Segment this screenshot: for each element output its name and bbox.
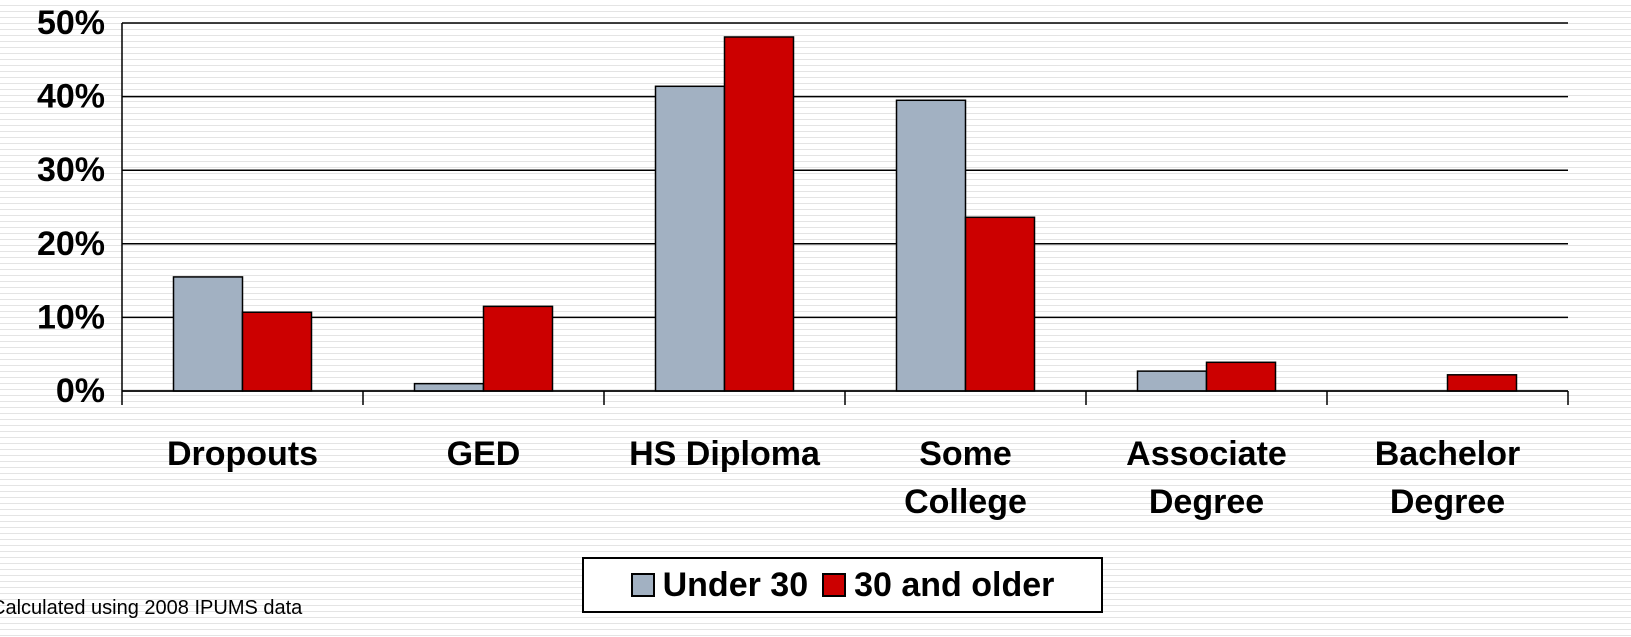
x-tick-label: Dropouts [166,435,319,473]
legend-label: Under 30 [662,565,809,604]
y-tick-label: 10% [37,298,105,336]
bar [654,85,726,392]
bar [895,99,967,392]
x-tick-label: Bachelor Degree [1374,435,1521,521]
x-tick-label: GED [446,435,521,473]
footnote: Calculated using 2008 IPUMS data [0,597,303,619]
legend-item: Under 30 [630,565,809,605]
legend-swatch [822,573,847,597]
x-tick-label: Associate Degree [1126,435,1287,521]
y-tick-label: 30% [37,151,105,189]
bar [1136,370,1208,392]
y-tick-label: 50% [37,4,105,42]
bar [1446,374,1518,392]
bar [172,276,244,392]
bar [413,382,485,392]
bar [723,36,795,392]
x-tick-label: HS Diploma [629,435,820,473]
bar [1205,361,1277,392]
y-tick-label: 40% [37,78,105,116]
y-tick-label: 0% [56,372,105,410]
legend-swatch [630,573,655,597]
x-tick-label: Some College [904,435,1027,521]
legend: Under 30 30 and older [582,557,1103,613]
bar [964,216,1036,392]
bar [241,311,313,392]
legend-label: 30 and older [854,565,1055,604]
y-tick-label: 20% [37,225,105,263]
bar [482,305,554,392]
legend-item: 30 and older [822,566,1054,605]
